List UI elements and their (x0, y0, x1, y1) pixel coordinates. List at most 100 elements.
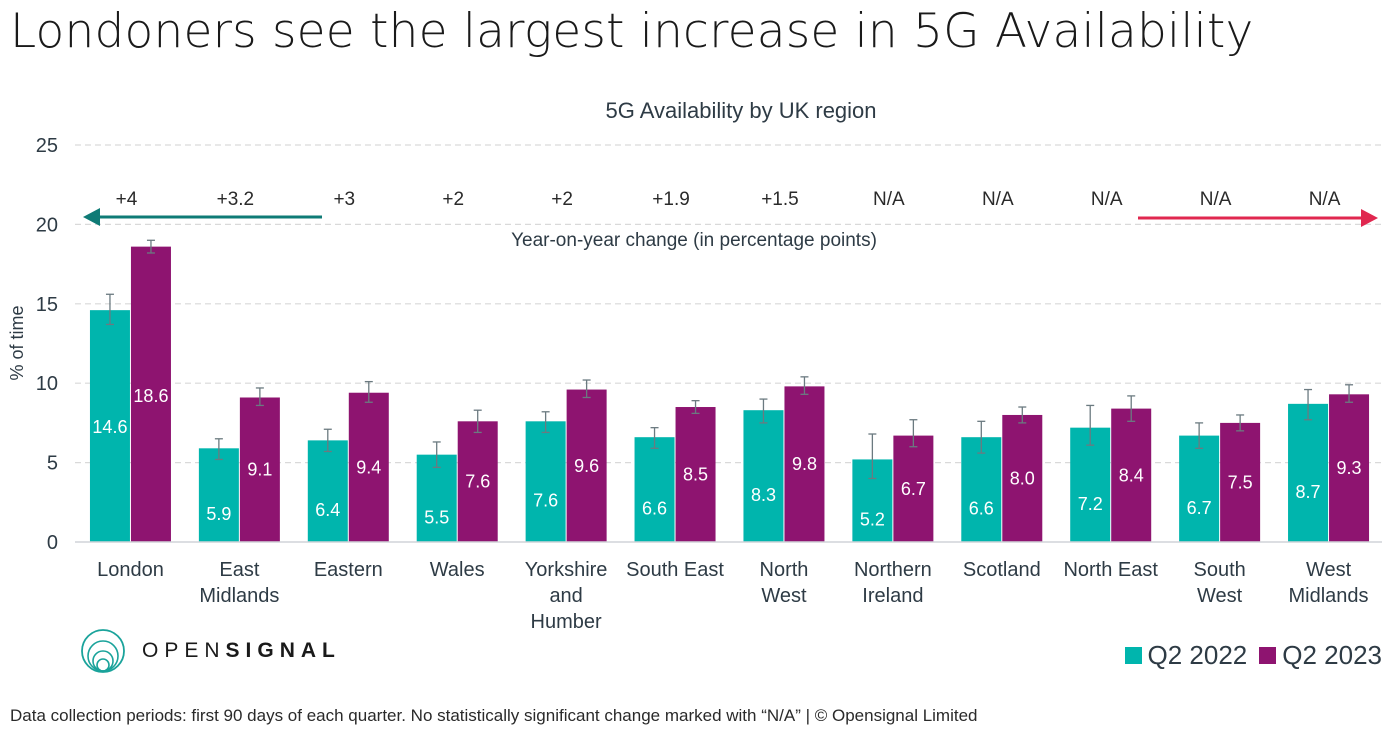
annotation-arrows (83, 208, 1378, 227)
yoy-change-label: +4 (116, 189, 138, 210)
y-tick-label: 25 (36, 135, 58, 157)
yoy-change-label: N/A (1309, 189, 1341, 210)
data-label: 9.4 (356, 457, 381, 477)
data-label: 8.5 (683, 465, 708, 485)
x-tick-label: West (1306, 559, 1352, 581)
x-tick-label: Midlands (199, 585, 279, 607)
yoy-change-label: +2 (551, 189, 573, 210)
y-axis-ticks: 0 5 10 15 20 25 (36, 135, 58, 554)
x-tick-label: Yorkshire (525, 559, 608, 581)
x-tick-label: South (1193, 559, 1245, 581)
data-label: 7.2 (1078, 494, 1103, 514)
concentric-circles-icon (81, 629, 125, 673)
yoy-caption: Year-on-year change (in percentage point… (511, 230, 877, 251)
legend-label: Q2 2023 (1282, 640, 1382, 670)
x-tick-label: Northern (854, 559, 932, 581)
data-label: 6.7 (901, 479, 926, 499)
bar-q2-2022 (198, 448, 239, 542)
x-tick-label: Humber (531, 611, 602, 633)
y-axis-label: % of time (7, 305, 27, 380)
bar-q2-2022 (1070, 427, 1111, 542)
x-tick-label: London (97, 559, 164, 581)
x-tick-label: East (219, 559, 259, 581)
bar-q2-2023 (1220, 422, 1261, 542)
bar-q2-2022 (1179, 435, 1220, 542)
logo-wordmark: OPENSIGNAL (142, 639, 341, 663)
bar-q2-2023 (566, 389, 607, 542)
yoy-change-label: N/A (982, 189, 1014, 210)
legend-swatch-q2-2023 (1259, 647, 1277, 664)
data-label: 7.6 (533, 491, 558, 511)
yoy-change-label: +1.9 (652, 189, 690, 210)
data-label: 9.6 (574, 456, 599, 476)
y-tick-label: 15 (36, 294, 58, 316)
yoy-change-label: +2 (442, 189, 464, 210)
bar-q2-2023 (130, 246, 171, 542)
data-label: 7.6 (465, 472, 490, 492)
bar-q2-2022 (961, 437, 1002, 542)
data-label: 8.0 (1010, 468, 1035, 488)
data-labels: 14.6 5.9 6.4 5.5 7.6 6.6 8.3 5.2 6.6 7.2 6.7 8.7 18.… (92, 386, 1361, 530)
y-tick-label: 0 (47, 532, 58, 554)
data-label: 9.1 (247, 460, 272, 480)
bar-q2-2022 (89, 310, 130, 542)
bars (89, 246, 1370, 542)
y-tick-label: 10 (36, 373, 58, 395)
x-tick-label: Eastern (314, 559, 383, 581)
x-axis-ticks: London East Midlands Eastern Wales Yorkshire a… (97, 559, 1368, 633)
bar-q2-2023 (675, 407, 716, 542)
left-arrow-head (83, 208, 100, 226)
yoy-change-label: +3 (333, 189, 355, 210)
yoy-change-label: +1.5 (761, 189, 799, 210)
data-label: 5.2 (860, 510, 885, 530)
x-tick-label: North East (1063, 559, 1158, 581)
legend-label: Q2 2022 (1147, 640, 1248, 670)
x-tick-label: West (761, 585, 807, 607)
error-bars (105, 239, 1354, 480)
data-label: 8.4 (1119, 465, 1144, 485)
data-label: 9.3 (1337, 458, 1362, 478)
data-label: 6.7 (1187, 498, 1212, 518)
x-tick-label: North (760, 559, 809, 581)
x-tick-label: South East (626, 559, 724, 581)
bar-q2-2022 (416, 454, 457, 542)
logo-text-bold: SIGNAL (225, 639, 341, 662)
bar-q2-2023 (457, 421, 498, 542)
yoy-change-label: N/A (873, 189, 905, 210)
bar-q2-2023 (1329, 394, 1370, 542)
yoy-change-label: N/A (1200, 189, 1232, 210)
legend-item-q2-2023: Q2 2023 (1259, 640, 1382, 671)
yoy-change-label: N/A (1091, 189, 1123, 210)
chart-title: 5G Availability by UK region (605, 98, 876, 123)
x-tick-label: Midlands (1289, 585, 1369, 607)
footer-note: Data collection periods: first 90 days o… (10, 706, 978, 725)
data-label: 18.6 (133, 386, 168, 406)
page-title: Londoners see the largest increase in 5G… (10, 4, 1254, 59)
data-label: 14.6 (92, 417, 127, 437)
bar-q2-2023 (1002, 414, 1043, 542)
chart-legend: Q2 2022 Q2 2023 (1113, 640, 1382, 671)
yoy-change-labels: +4 +3.2 +3 +2 +2 +1.9 +1.5 N/A N/A N/A N/A N/A (116, 189, 1341, 210)
x-tick-label: West (1197, 585, 1243, 607)
y-tick-label: 20 (36, 214, 58, 236)
x-tick-label: Scotland (963, 559, 1041, 581)
bar-q2-2023 (784, 386, 825, 542)
yoy-change-label: +3.2 (217, 189, 255, 210)
bar-q2-2022 (743, 410, 784, 542)
data-label: 7.5 (1228, 472, 1253, 492)
right-arrow-head (1361, 209, 1378, 227)
bar-q2-2023 (893, 435, 934, 542)
data-label: 9.8 (792, 454, 817, 474)
opensignal-logo: OPENSIGNAL (80, 628, 341, 674)
data-label: 5.5 (424, 507, 449, 527)
data-label: 5.9 (206, 504, 231, 524)
gridlines (75, 144, 1382, 464)
bar-q2-2023 (239, 397, 280, 542)
data-label: 6.6 (642, 499, 667, 519)
data-label: 6.4 (315, 500, 340, 520)
bar-q2-2023 (348, 392, 389, 542)
logo-text-thin: OPEN (142, 639, 226, 662)
bar-q2-2022 (634, 437, 675, 542)
bar-q2-2022 (525, 421, 566, 542)
